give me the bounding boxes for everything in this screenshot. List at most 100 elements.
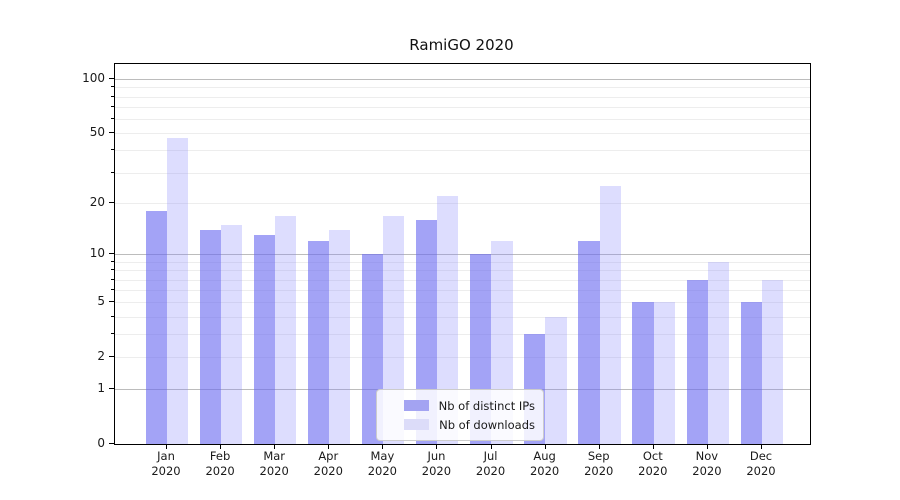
x-tick-oct	[652, 445, 654, 449]
bar-ips-nov	[686, 279, 708, 444]
y-tick-2	[109, 356, 114, 358]
x-tick-label-jan: Jan 2020	[151, 449, 181, 478]
x-tick-nov	[706, 445, 708, 449]
gridline-minor-9	[115, 262, 810, 263]
x-tick-mar	[274, 445, 276, 449]
legend-swatch-ips	[403, 400, 429, 411]
x-tick-label-oct: Oct 2020	[638, 449, 668, 478]
gridline-minor-7	[115, 279, 810, 281]
y-tick-label-2: 2	[97, 348, 105, 363]
x-tick-jun	[436, 445, 438, 449]
legend-item-downloads: Nb of downloads	[385, 415, 535, 434]
gridline-minor-2	[115, 357, 810, 359]
bar-downloads-may	[383, 215, 405, 444]
legend-label-downloads: Nb of downloads	[439, 417, 535, 432]
x-tick-label-jun: Jun 2020	[421, 449, 452, 478]
legend-item-distinct-ips: Nb of distinct IPs	[385, 396, 535, 415]
y-tick-label-5: 5	[97, 293, 105, 308]
gridline-minor-4	[115, 316, 810, 318]
y-tick-100	[109, 78, 114, 80]
y-tick-0	[109, 443, 114, 444]
y-tick-50	[109, 132, 114, 134]
x-tick-label-sep: Sep 2020	[584, 449, 614, 478]
y-minortick-70	[111, 106, 114, 108]
plot-area	[114, 63, 811, 445]
x-tick-label-mar: Mar 2020	[259, 449, 289, 478]
y-tick-label-100: 100	[82, 70, 105, 85]
bar-ips-oct	[632, 302, 654, 444]
y-minortick-40	[111, 149, 114, 151]
bar-downloads-jan	[166, 138, 188, 444]
y-tick-label-1: 1	[97, 380, 105, 395]
legend-swatch-downloads	[404, 419, 430, 430]
gridline-minor-20	[115, 203, 810, 205]
bar-downloads-oct	[653, 302, 675, 444]
bar-downloads-sep	[599, 186, 621, 444]
gridline-minor-30	[115, 172, 810, 174]
y-minortick-6	[111, 289, 114, 291]
bar-ips-mar	[253, 235, 275, 444]
x-tick-feb	[220, 445, 222, 449]
gridline-minor-50	[115, 133, 810, 135]
y-minortick-90	[111, 86, 114, 88]
y-tick-1	[109, 388, 114, 390]
bar-ips-jan	[145, 211, 167, 444]
x-tick-label-dec: Dec 2020	[746, 449, 776, 478]
bar-downloads-aug	[545, 316, 567, 444]
gridline-minor-5	[115, 302, 810, 304]
gridline-minor-6	[115, 290, 810, 292]
y-tick-5	[109, 301, 114, 303]
bar-ips-apr	[307, 241, 330, 444]
x-tick-jan	[166, 445, 167, 449]
y-minortick-9	[111, 261, 114, 262]
bar-ips-feb	[199, 229, 221, 444]
x-tick-label-nov: Nov 2020	[692, 449, 722, 478]
x-tick-apr	[328, 445, 330, 449]
bar-downloads-mar	[274, 215, 297, 444]
x-tick-label-aug: Aug 2020	[529, 449, 560, 478]
x-tick-aug	[544, 445, 546, 449]
x-tick-sep	[598, 445, 600, 449]
bar-ips-dec	[740, 302, 762, 444]
y-tick-20	[109, 202, 114, 204]
y-minortick-4	[111, 315, 114, 317]
chart-title: RamiGO 2020	[409, 36, 514, 54]
y-minortick-8	[111, 269, 114, 271]
x-tick-dec	[760, 445, 762, 449]
bar-downloads-dec	[761, 279, 783, 444]
y-tick-label-0: 0	[97, 435, 105, 450]
x-tick-jul	[490, 445, 492, 449]
y-minortick-60	[111, 118, 114, 120]
y-tick-label-10: 10	[89, 245, 105, 260]
y-minortick-7	[111, 278, 114, 280]
y-tick-10	[109, 253, 114, 255]
gridline-minor-60	[115, 119, 810, 121]
y-minortick-30	[111, 171, 114, 173]
bar-downloads-jun	[437, 196, 459, 444]
y-minortick-80	[111, 95, 114, 97]
gridline-minor-70	[115, 107, 810, 109]
x-tick-may	[382, 445, 384, 449]
bar-downloads-apr	[329, 229, 351, 444]
gridline-minor-40	[115, 150, 810, 152]
x-tick-label-jul: Jul 2020	[475, 449, 506, 478]
gridline-minor-80	[115, 96, 810, 98]
bar-ips-jun	[416, 220, 438, 444]
gridline-minor-8	[115, 270, 810, 272]
bar-downloads-feb	[220, 224, 243, 444]
legend-label-distinct-ips: Nb of distinct IPs	[438, 398, 535, 413]
bar-downloads-nov	[707, 262, 729, 444]
y-minortick-3	[111, 333, 114, 335]
gridline-major-100	[115, 79, 810, 81]
y-tick-label-50: 50	[89, 124, 105, 139]
gridline-major-10	[115, 254, 810, 256]
gridline-minor-90	[115, 87, 810, 89]
x-tick-label-may: May 2020	[367, 449, 397, 478]
legend: Nb of distinct IPs Nb of downloads	[376, 389, 544, 441]
gridline-minor-3	[115, 334, 810, 336]
y-tick-label-20: 20	[89, 194, 105, 209]
x-tick-label-apr: Apr 2020	[313, 449, 343, 478]
x-tick-label-feb: Feb 2020	[205, 449, 235, 478]
bar-ips-sep	[578, 241, 600, 444]
